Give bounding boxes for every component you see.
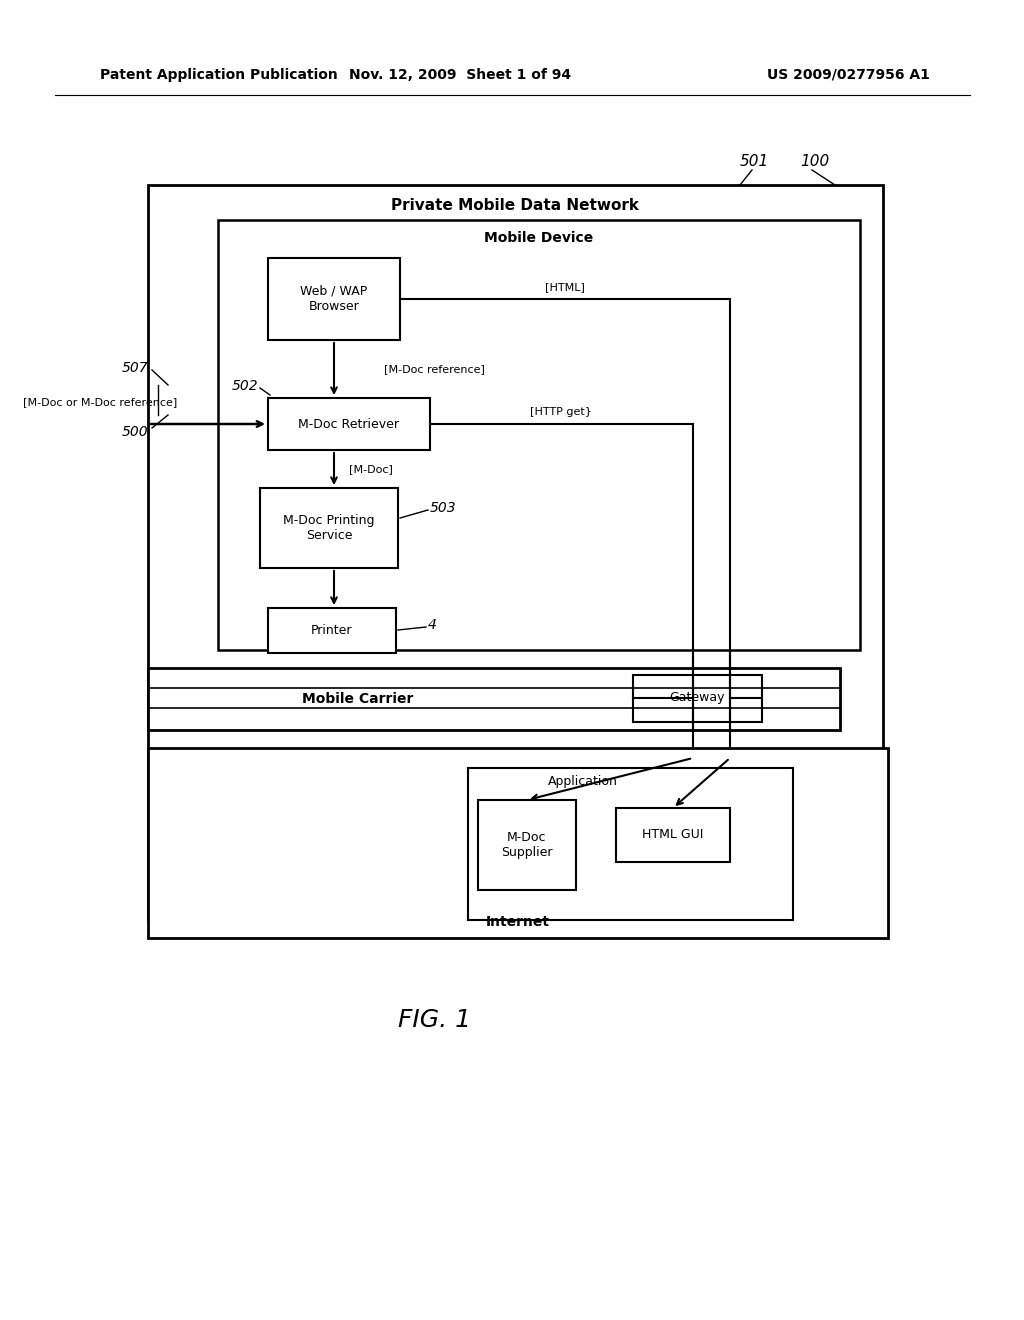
- Text: FIG. 1: FIG. 1: [398, 1008, 471, 1032]
- Text: Web / WAP
Browser: Web / WAP Browser: [300, 285, 368, 313]
- Text: Private Mobile Data Network: Private Mobile Data Network: [391, 198, 639, 213]
- Text: Internet: Internet: [486, 915, 550, 929]
- Text: M-Doc Retriever: M-Doc Retriever: [299, 417, 399, 430]
- Text: [HTML]: [HTML]: [545, 282, 585, 292]
- Text: HTML GUI: HTML GUI: [642, 829, 703, 842]
- Bar: [218, 220, 860, 649]
- Text: Printer: Printer: [311, 623, 352, 636]
- Bar: [478, 800, 575, 890]
- Bar: [468, 768, 793, 920]
- Text: Gateway: Gateway: [670, 692, 725, 705]
- Bar: [148, 748, 888, 939]
- Text: 503: 503: [430, 502, 457, 515]
- Text: Patent Application Publication: Patent Application Publication: [100, 69, 338, 82]
- Text: US 2009/0277956 A1: US 2009/0277956 A1: [767, 69, 930, 82]
- Text: Nov. 12, 2009  Sheet 1 of 94: Nov. 12, 2009 Sheet 1 of 94: [349, 69, 571, 82]
- Text: 502: 502: [231, 379, 258, 393]
- Text: M-Doc Printing
Service: M-Doc Printing Service: [284, 513, 375, 543]
- Text: Mobile Carrier: Mobile Carrier: [302, 692, 414, 706]
- Text: 500: 500: [122, 425, 148, 440]
- Text: [HTTP get}: [HTTP get}: [530, 407, 592, 417]
- Bar: [633, 675, 762, 722]
- Text: 507: 507: [122, 360, 148, 375]
- Bar: [260, 488, 398, 568]
- Bar: [268, 257, 400, 341]
- Text: 4: 4: [428, 618, 437, 632]
- Text: Application: Application: [548, 776, 617, 788]
- Text: Mobile Device: Mobile Device: [484, 231, 594, 246]
- Bar: [268, 609, 396, 653]
- Text: [M-Doc or M-Doc reference]: [M-Doc or M-Doc reference]: [23, 397, 177, 407]
- Bar: [148, 185, 883, 920]
- Text: M-Doc
Supplier: M-Doc Supplier: [502, 832, 553, 859]
- Text: [M-Doc reference]: [M-Doc reference]: [384, 364, 485, 374]
- Text: 100: 100: [800, 154, 829, 169]
- Text: [M-Doc]: [M-Doc]: [349, 465, 393, 474]
- Bar: [616, 808, 730, 862]
- Bar: [148, 668, 840, 730]
- Bar: [268, 399, 430, 450]
- Text: 501: 501: [740, 154, 769, 169]
